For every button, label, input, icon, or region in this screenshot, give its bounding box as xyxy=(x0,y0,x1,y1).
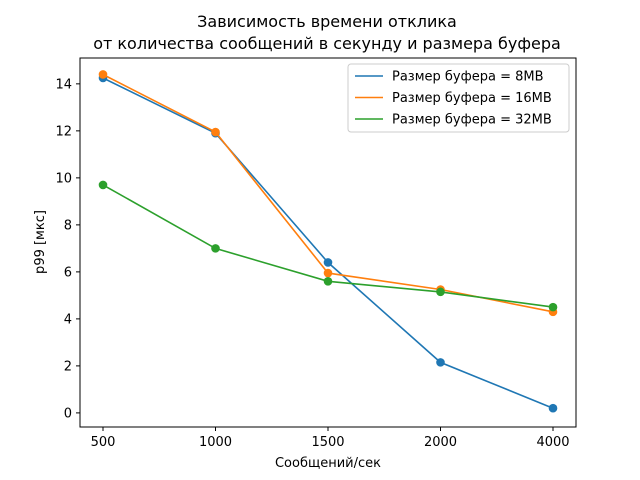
y-tick-label: 12 xyxy=(55,124,72,139)
x-tick-label: 4000 xyxy=(536,435,569,450)
data-point xyxy=(548,302,558,312)
chart-title-line-1: Зависимость времени отклика xyxy=(197,12,457,31)
chart-title-line-2: от количества сообщений в секунду и разм… xyxy=(93,34,561,53)
legend-label-1: Размер буфера = 8MB xyxy=(392,70,544,85)
data-point xyxy=(211,244,220,253)
legend-label-2: Размер буфера = 16MB xyxy=(392,91,552,106)
x-axis-label: Сообщений/сек xyxy=(275,456,381,471)
data-point xyxy=(548,403,558,413)
y-tick-label: 10 xyxy=(55,171,72,186)
data-point xyxy=(98,180,108,190)
x-tick-label: 1500 xyxy=(311,435,344,450)
data-point xyxy=(436,287,445,297)
y-tick-label: 8 xyxy=(64,218,72,233)
x-tick-label: 500 xyxy=(91,435,116,450)
legend-box xyxy=(347,63,570,133)
data-point xyxy=(323,276,333,286)
y-axis-label: p99 [мкс] xyxy=(33,210,48,274)
x-axis: 500 1000 1500 2000 4000 xyxy=(91,427,570,450)
data-point xyxy=(211,127,220,137)
y-tick-label: 0 xyxy=(64,406,72,421)
y-tick-label: 4 xyxy=(64,312,72,327)
y-axis: 0 2 4 6 8 10 12 14 xyxy=(55,77,80,421)
x-tick-label: 2000 xyxy=(424,435,457,450)
data-point xyxy=(323,258,333,267)
y-tick-label: 2 xyxy=(64,359,72,374)
y-tick-label: 6 xyxy=(64,265,72,280)
legend: Размер буфера = 8MB Размер буфера = 16MB Р… xyxy=(347,63,570,133)
data-point xyxy=(436,358,445,367)
series-layer xyxy=(98,70,558,413)
y-tick-label: 14 xyxy=(55,77,72,92)
data-point xyxy=(323,268,333,278)
legend-label-3: Размер буфера = 32MB xyxy=(392,113,552,128)
data-point xyxy=(98,70,108,79)
x-tick-label: 1000 xyxy=(199,435,232,450)
